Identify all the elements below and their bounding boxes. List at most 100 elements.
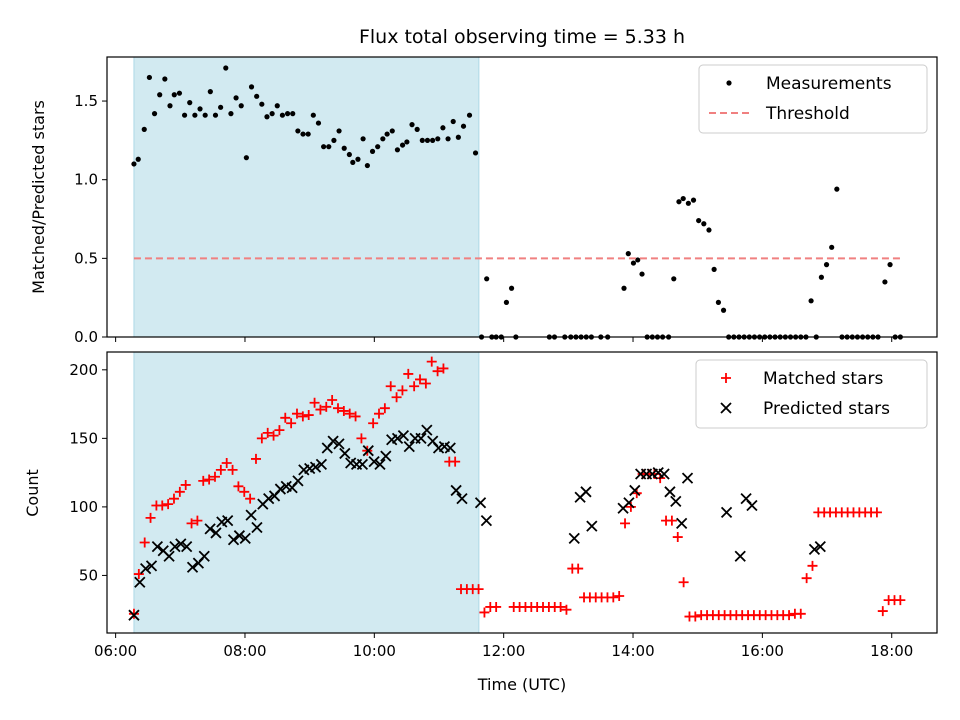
measurement-point xyxy=(440,125,446,131)
measurement-point xyxy=(176,90,183,96)
matched-point xyxy=(426,356,437,367)
predicted-point xyxy=(175,538,187,550)
count-plot-area xyxy=(128,352,906,633)
predicted-point xyxy=(222,514,234,527)
matched-point xyxy=(327,394,338,405)
measurement-point xyxy=(192,112,198,118)
measurement-point xyxy=(409,122,415,128)
ratio-panel: Flux total observing time = 5.33 h Match… xyxy=(29,26,938,346)
predicted-point xyxy=(720,506,733,519)
matched-point xyxy=(186,518,197,529)
measurement-point xyxy=(472,150,479,156)
measurement-point xyxy=(187,100,193,106)
predicted-point xyxy=(274,483,287,495)
predicted-point xyxy=(808,543,821,556)
matched-point xyxy=(403,368,414,379)
y-tick-label: 100 xyxy=(69,498,98,516)
matched-point xyxy=(409,381,420,392)
measurement-point xyxy=(238,103,244,109)
measurement-point xyxy=(430,137,436,143)
matched-point xyxy=(555,601,566,612)
measurement-point xyxy=(715,299,722,305)
matched-point xyxy=(807,560,818,571)
predicted-point xyxy=(356,458,369,471)
count-legend: Matched stars Predicted stars xyxy=(695,359,928,429)
predicted-point xyxy=(670,495,682,508)
matched-point xyxy=(344,408,355,419)
predicted-point xyxy=(456,493,468,505)
x-tick-label: 18:00 xyxy=(870,642,913,660)
predicted-point xyxy=(586,520,598,532)
predicted-point xyxy=(145,560,158,572)
measurement-point xyxy=(135,156,141,162)
matched-point xyxy=(432,366,443,377)
measurement-point xyxy=(300,131,306,137)
matched-point xyxy=(438,363,449,374)
measurement-point xyxy=(248,84,255,90)
matched-point xyxy=(356,433,367,444)
measurement-point xyxy=(625,251,631,257)
measurement-point xyxy=(887,262,893,268)
legend-marker-plus xyxy=(721,373,731,383)
measurement-point xyxy=(419,137,425,143)
measurement-point xyxy=(305,131,311,137)
matched-point xyxy=(286,418,297,429)
predicted-point xyxy=(198,550,210,562)
predicted-point xyxy=(374,458,386,471)
matched-point xyxy=(133,569,144,580)
y-tick-label: 50 xyxy=(79,566,98,584)
measurement-point xyxy=(228,111,234,117)
predicted-point xyxy=(397,429,410,442)
predicted-point xyxy=(681,472,694,484)
predicted-point xyxy=(339,447,351,460)
measurement-point xyxy=(218,104,224,110)
matched-point xyxy=(795,608,806,619)
measurement-point xyxy=(326,144,332,150)
measurement-point xyxy=(207,89,213,95)
measurement-point xyxy=(243,155,249,161)
matched-point xyxy=(239,486,250,497)
measurement-point xyxy=(269,111,275,117)
matched-point xyxy=(145,512,156,523)
predicted-point xyxy=(233,530,246,542)
measurement-point xyxy=(360,136,366,142)
matched-point xyxy=(420,378,431,389)
matched-point xyxy=(368,418,379,429)
predicted-point xyxy=(134,576,146,588)
predicted-point xyxy=(263,493,275,505)
measurement-point xyxy=(197,106,203,112)
matched-point xyxy=(245,493,256,504)
measurement-point xyxy=(701,221,707,227)
matched-point xyxy=(573,563,584,574)
y-axis-label-ratio: Matched/Predicted stars xyxy=(29,100,48,294)
series-matched-stars xyxy=(128,356,906,622)
y-tick-label: 0.5 xyxy=(74,249,98,267)
measurement-point xyxy=(818,274,824,280)
measurement-point xyxy=(399,142,406,148)
measurement-point xyxy=(711,266,717,272)
measurement-point xyxy=(696,217,702,224)
series-measurements xyxy=(131,65,903,340)
matched-point xyxy=(128,608,139,619)
ratio-axes: 0.0 0.5 1.0 1.5 xyxy=(74,56,938,346)
predicted-point xyxy=(227,534,240,546)
measurement-point xyxy=(450,118,456,125)
measurement-point xyxy=(290,111,296,117)
matched-point xyxy=(321,401,332,412)
measurement-point xyxy=(157,92,163,98)
predicted-point xyxy=(186,561,199,573)
matched-point xyxy=(672,532,683,543)
measurement-point xyxy=(233,95,239,101)
matched-point xyxy=(274,425,285,436)
predicted-point xyxy=(333,438,345,450)
measurement-point xyxy=(829,244,835,250)
measurement-point xyxy=(375,144,381,150)
predicted-point xyxy=(676,517,688,529)
y-tick-label: 1.5 xyxy=(74,92,98,110)
measurement-point xyxy=(162,76,168,82)
measurement-point xyxy=(404,139,410,145)
measurement-point xyxy=(484,276,490,282)
predicted-point xyxy=(474,497,487,509)
measurement-point xyxy=(350,159,356,165)
measurement-point xyxy=(639,271,645,277)
